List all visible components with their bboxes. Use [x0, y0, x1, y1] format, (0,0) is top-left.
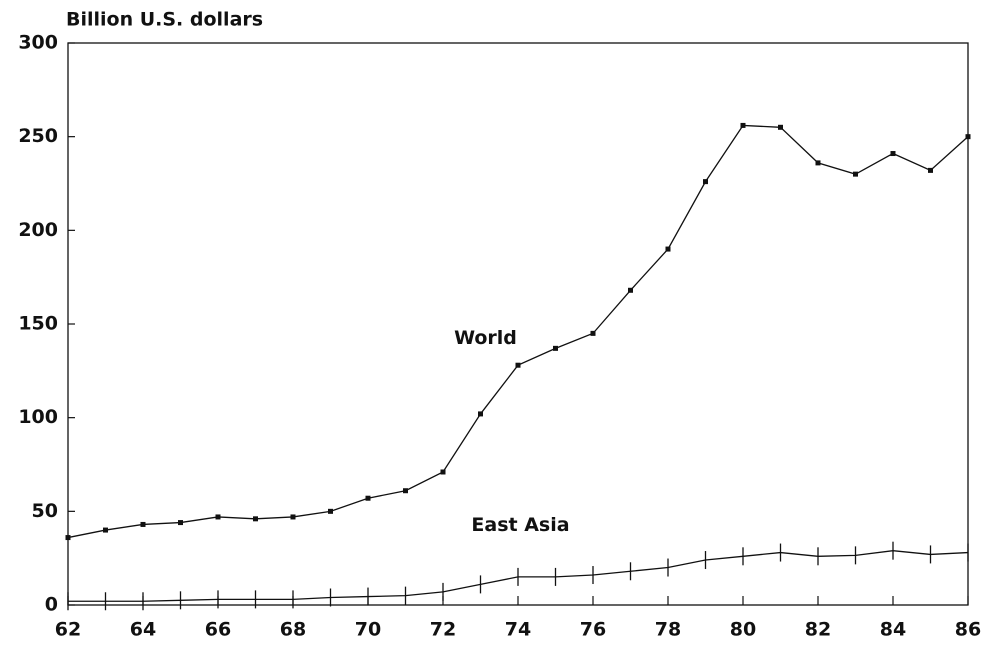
point-marker: [103, 527, 108, 533]
y-tick-label: 0: [45, 594, 58, 616]
x-tick-label: 66: [205, 619, 231, 641]
x-tick-label: 64: [130, 619, 156, 641]
point-marker: [253, 516, 258, 522]
x-tick-label: 78: [655, 619, 681, 641]
x-tick-label: 62: [55, 619, 81, 641]
point-marker: [853, 171, 858, 177]
point-marker: [665, 246, 671, 252]
point-marker: [440, 469, 446, 475]
point-marker: [778, 124, 783, 130]
x-tick-label: 74: [505, 619, 531, 641]
point-marker: [703, 179, 708, 185]
annotation: East Asia: [471, 514, 569, 536]
x-tick-label: 86: [955, 619, 981, 641]
y-tick-label: 200: [18, 219, 58, 241]
y-tick-label: 50: [32, 500, 58, 522]
y-tick-label: 150: [18, 313, 58, 335]
point-marker: [478, 411, 483, 417]
x-tick-label: 82: [805, 619, 831, 641]
x-tick-label: 70: [355, 619, 381, 641]
x-tick-label: 76: [580, 619, 606, 641]
x-tick-label: 68: [280, 619, 306, 641]
x-tick-label: 80: [730, 619, 756, 641]
point-marker: [553, 345, 558, 351]
series-line: [67, 124, 969, 539]
point-marker: [290, 514, 296, 520]
point-marker: [178, 520, 183, 526]
point-marker: [65, 535, 71, 541]
point-marker: [365, 495, 371, 501]
point-marker: [403, 488, 408, 494]
point-marker: [515, 362, 521, 368]
y-axis-label: Billion U.S. dollars: [66, 9, 263, 31]
y-tick-label: 300: [18, 32, 58, 54]
annotation: World: [454, 327, 517, 349]
point-marker: [328, 508, 333, 514]
point-marker: [215, 514, 221, 520]
point-marker: [928, 167, 933, 173]
point-marker: [815, 160, 821, 166]
point-marker: [590, 330, 596, 336]
point-marker: [965, 134, 971, 140]
point-marker: [890, 151, 896, 157]
point-marker: [628, 287, 633, 293]
x-tick-label: 72: [430, 619, 456, 641]
y-tick-label: 100: [18, 406, 58, 428]
y-tick-label: 250: [18, 125, 58, 147]
x-tick-label: 84: [880, 619, 906, 641]
point-marker: [140, 521, 146, 527]
point-marker: [740, 122, 746, 128]
